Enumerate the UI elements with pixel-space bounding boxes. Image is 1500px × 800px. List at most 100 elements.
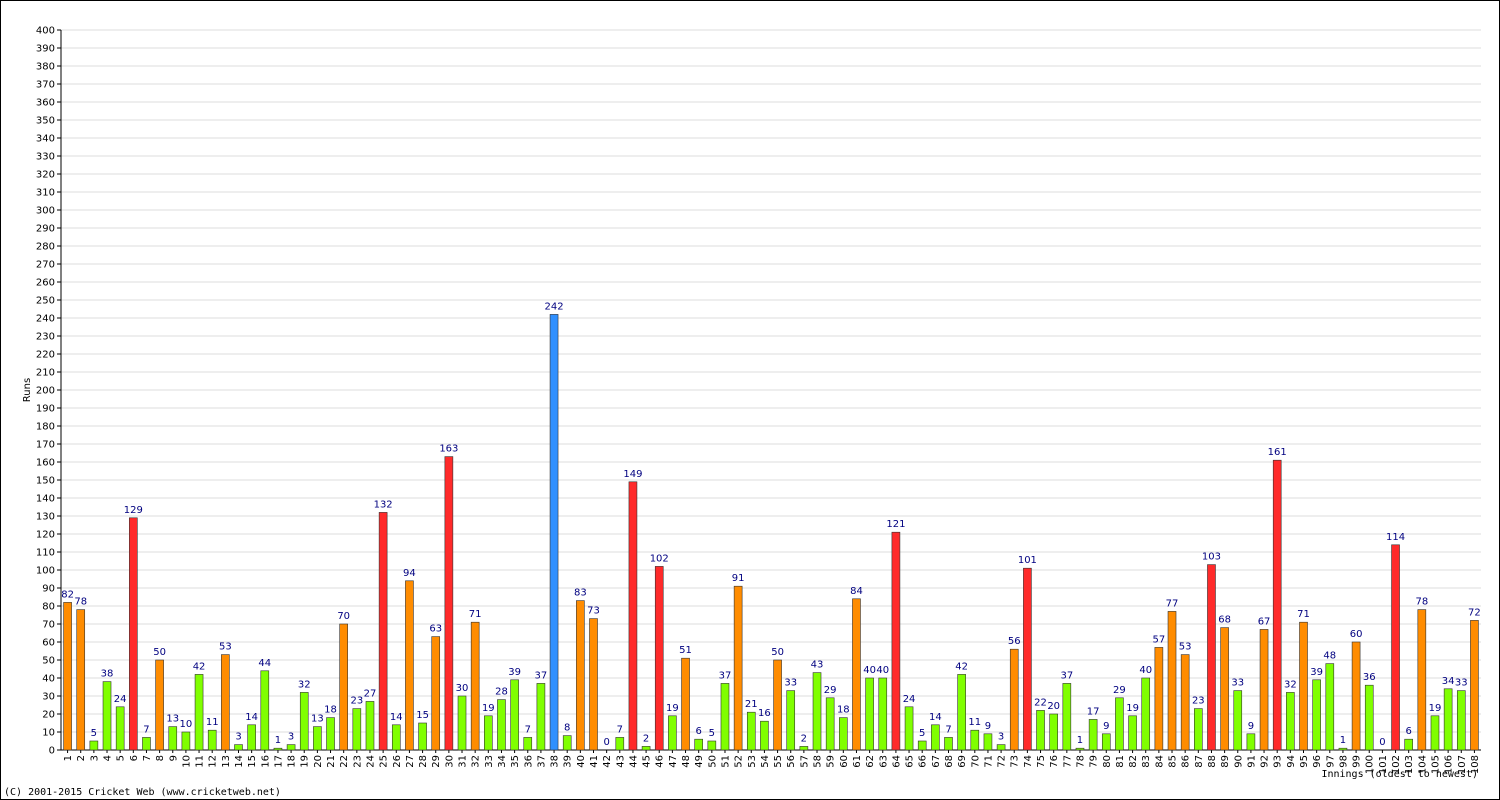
- data-label: 9: [1248, 721, 1254, 732]
- data-label: 68: [1218, 615, 1231, 626]
- y-tick-label: 350: [36, 116, 55, 127]
- bar: [168, 726, 178, 751]
- y-tick-label: 150: [36, 476, 55, 487]
- data-label: 163: [439, 444, 458, 455]
- bar: [536, 683, 546, 751]
- data-label: 29: [824, 685, 837, 696]
- x-axis-label: Innings (oldest to newest): [1321, 769, 1478, 780]
- x-tick-label: 49: [694, 755, 705, 768]
- data-label: 32: [298, 679, 311, 690]
- bar: [142, 737, 151, 751]
- data-label: 1: [1077, 735, 1083, 746]
- y-tick-label: 310: [36, 188, 55, 199]
- x-tick-label: 74: [1023, 755, 1034, 768]
- y-tick-label: 340: [36, 134, 55, 145]
- bar: [1075, 747, 1085, 751]
- bar: [891, 531, 901, 751]
- bar: [694, 738, 703, 751]
- y-tick-label: 390: [36, 44, 55, 55]
- bar: [562, 735, 572, 751]
- y-tick-label: 20: [42, 710, 55, 721]
- bar: [194, 674, 204, 751]
- data-label: 6: [1405, 726, 1411, 737]
- bar: [181, 731, 191, 751]
- x-tick-label: 9: [168, 755, 179, 761]
- data-label: 13: [311, 714, 324, 725]
- data-label: 53: [219, 642, 232, 653]
- bar: [668, 715, 677, 751]
- data-label: 3: [998, 732, 1004, 743]
- data-label: 19: [666, 703, 679, 714]
- bar: [1049, 713, 1058, 751]
- bar: [1430, 715, 1440, 751]
- data-label: 102: [650, 553, 669, 564]
- data-label: 84: [850, 586, 863, 597]
- x-tick-label: 42: [602, 755, 613, 768]
- x-tick-label: 34: [497, 755, 508, 768]
- y-tick-label: 0: [49, 746, 55, 757]
- bar: [1364, 684, 1374, 751]
- bar: [418, 722, 427, 751]
- x-tick-label: 76: [1049, 755, 1060, 768]
- bar: [129, 517, 138, 751]
- y-tick-label: 250: [36, 296, 55, 307]
- data-label: 0: [603, 737, 609, 748]
- x-tick-label: 35: [510, 755, 521, 768]
- data-label: 71: [469, 609, 482, 620]
- data-label: 82: [61, 589, 74, 600]
- bar: [654, 566, 664, 751]
- y-tick-label: 290: [36, 224, 55, 235]
- data-label: 18: [837, 705, 850, 716]
- x-tick-label: 108: [1470, 755, 1481, 774]
- data-label: 39: [508, 667, 521, 678]
- x-tick-label: 81: [1115, 755, 1126, 768]
- data-label: 42: [193, 661, 206, 672]
- data-label: 38: [101, 669, 114, 680]
- x-tick-label: 62: [865, 755, 876, 768]
- bar: [1325, 663, 1335, 751]
- bar: [1036, 710, 1045, 751]
- data-label: 56: [1008, 636, 1021, 647]
- data-label: 1: [1340, 735, 1346, 746]
- data-label: 16: [758, 708, 771, 719]
- bar: [746, 711, 756, 751]
- x-tick-label: 21: [326, 755, 337, 768]
- x-tick-label: 41: [589, 755, 600, 768]
- data-label: 0: [1379, 737, 1385, 748]
- data-label: 43: [811, 660, 824, 671]
- data-label: 14: [245, 712, 258, 723]
- data-label: 2: [643, 733, 649, 744]
- data-label: 73: [587, 606, 600, 617]
- y-tick-label: 10: [42, 728, 55, 739]
- data-label: 39: [1310, 667, 1323, 678]
- y-tick-label: 90: [42, 584, 55, 595]
- bar: [497, 699, 506, 751]
- bar: [839, 717, 848, 751]
- x-tick-label: 22: [339, 755, 350, 768]
- data-label: 103: [1202, 552, 1221, 563]
- data-label: 28: [495, 687, 508, 698]
- x-tick-label: 37: [536, 755, 547, 768]
- bar: [1141, 677, 1151, 751]
- x-tick-label: 64: [891, 755, 902, 768]
- bar: [1128, 715, 1137, 751]
- x-tick-label: 3: [89, 755, 100, 761]
- bar: [944, 737, 953, 751]
- bar: [1286, 692, 1295, 751]
- data-label: 67: [1258, 616, 1271, 627]
- x-tick-label: 1: [63, 755, 74, 761]
- bar: [641, 746, 651, 751]
- data-label: 3: [235, 732, 241, 743]
- bar: [365, 701, 375, 751]
- data-label: 9: [985, 721, 991, 732]
- x-tick-label: 95: [1299, 755, 1310, 768]
- data-label: 19: [1429, 703, 1442, 714]
- x-tick-label: 103: [1404, 755, 1415, 774]
- y-axis-label: Runs: [22, 378, 33, 402]
- data-label: 27: [364, 688, 377, 699]
- x-tick-label: 69: [957, 755, 968, 768]
- bar: [1167, 611, 1177, 751]
- bar: [1259, 629, 1269, 751]
- bar: [1207, 564, 1216, 751]
- x-tick-label: 2: [76, 755, 87, 761]
